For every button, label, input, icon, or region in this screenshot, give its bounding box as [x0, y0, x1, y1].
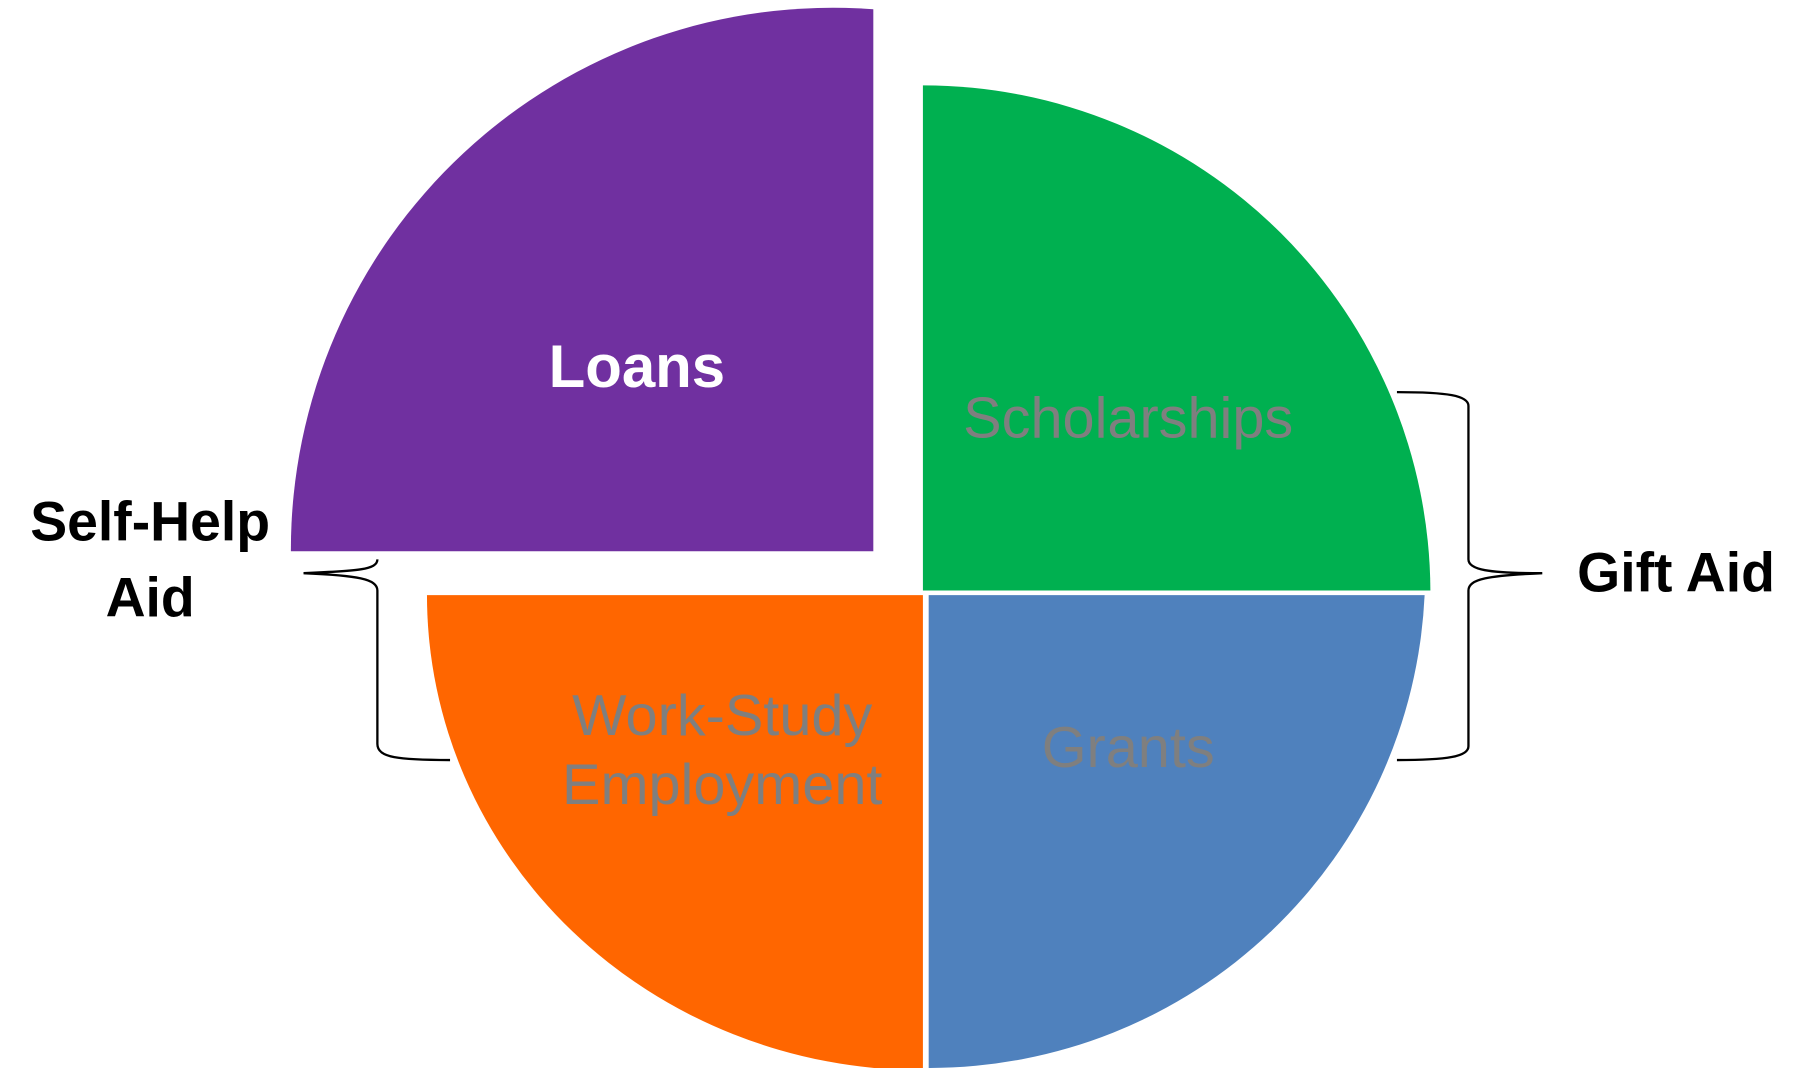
segment-work-study: [426, 595, 923, 1068]
segment-label: Employment: [562, 753, 882, 817]
group-label: Aid: [106, 567, 195, 629]
brace-right: [1396, 390, 1543, 762]
segment-label: Loans: [549, 333, 726, 400]
group-label: Self-Help: [30, 491, 270, 553]
segment-label: Scholarships: [963, 386, 1293, 450]
segment-loans: [290, 7, 874, 552]
brace-left: [303, 559, 451, 762]
segment-label: Grants: [1042, 716, 1215, 780]
group-label: Gift Aid: [1577, 541, 1775, 603]
segment-label: Work-Study: [572, 684, 872, 748]
segment-scholarships: [922, 85, 1431, 591]
segment-grants: [928, 595, 1425, 1068]
